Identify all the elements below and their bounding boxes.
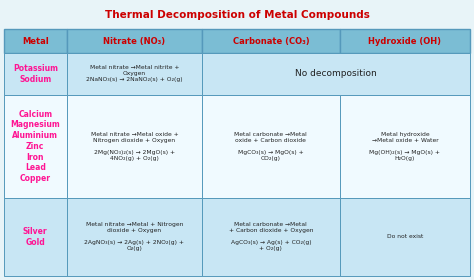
Bar (4, 53, 67, 95)
Text: Nitrate (NO₃): Nitrate (NO₃) (103, 37, 165, 46)
Text: Metal: Metal (22, 37, 49, 46)
Text: Hydroxide (OH): Hydroxide (OH) (368, 37, 441, 46)
Bar (202, 198, 339, 276)
Text: Metal carbonate →Metal
+ Carbon dioxide + Oxygen

AgCO₃(s) → Ag(s) + CO₂(g)
+ O₂: Metal carbonate →Metal + Carbon dioxide … (228, 222, 313, 251)
Text: Metal carbonate →Metal
oxide + Carbon dioxide

MgCO₃(s) → MgO(s) +
CO₂(g): Metal carbonate →Metal oxide + Carbon di… (235, 132, 307, 161)
Text: No decomposition: No decomposition (295, 69, 377, 78)
Bar (67, 198, 202, 276)
Bar (339, 29, 470, 53)
Bar (202, 29, 339, 53)
Bar (4, 95, 67, 198)
Text: Carbonate (CO₃): Carbonate (CO₃) (233, 37, 309, 46)
Bar (339, 198, 470, 276)
Text: Metal nitrate →Metal + Nitrogen
dioxide + Oxygen

2AgNO₃(s) → 2Ag(s) + 2NO₂(g) +: Metal nitrate →Metal + Nitrogen dioxide … (84, 222, 184, 251)
Bar (202, 95, 339, 198)
Text: Do not exist: Do not exist (387, 234, 423, 239)
Bar (202, 53, 470, 95)
Text: Metal hydroxide
→Metal oxide + Water

Mg(OH)₂(s) → MgO(s) +
H₂O(g): Metal hydroxide →Metal oxide + Water Mg(… (369, 132, 440, 161)
Bar (67, 95, 202, 198)
Bar (339, 95, 470, 198)
Bar (4, 29, 67, 53)
Text: Potassium
Sodium: Potassium Sodium (13, 64, 58, 84)
Bar (67, 29, 202, 53)
Bar (4, 198, 67, 276)
Text: Metal nitrate →Metal oxide +
Nitrogen dioxide + Oxygen

2Mg(NO₃)₂(s) → 2MgO(s) +: Metal nitrate →Metal oxide + Nitrogen di… (91, 132, 178, 161)
Text: Thermal Decomposition of Metal Compounds: Thermal Decomposition of Metal Compounds (105, 10, 369, 20)
Text: Calcium
Magnesium
Aluminium
Zinc
Iron
Lead
Copper: Calcium Magnesium Aluminium Zinc Iron Le… (10, 110, 60, 183)
Text: Metal nitrate →Metal nitrite +
Oxygen
2NaNO₃(s) → 2NaNO₂(s) + O₂(g): Metal nitrate →Metal nitrite + Oxygen 2N… (86, 66, 182, 83)
Text: Silver
Gold: Silver Gold (23, 227, 47, 247)
Bar (67, 53, 202, 95)
